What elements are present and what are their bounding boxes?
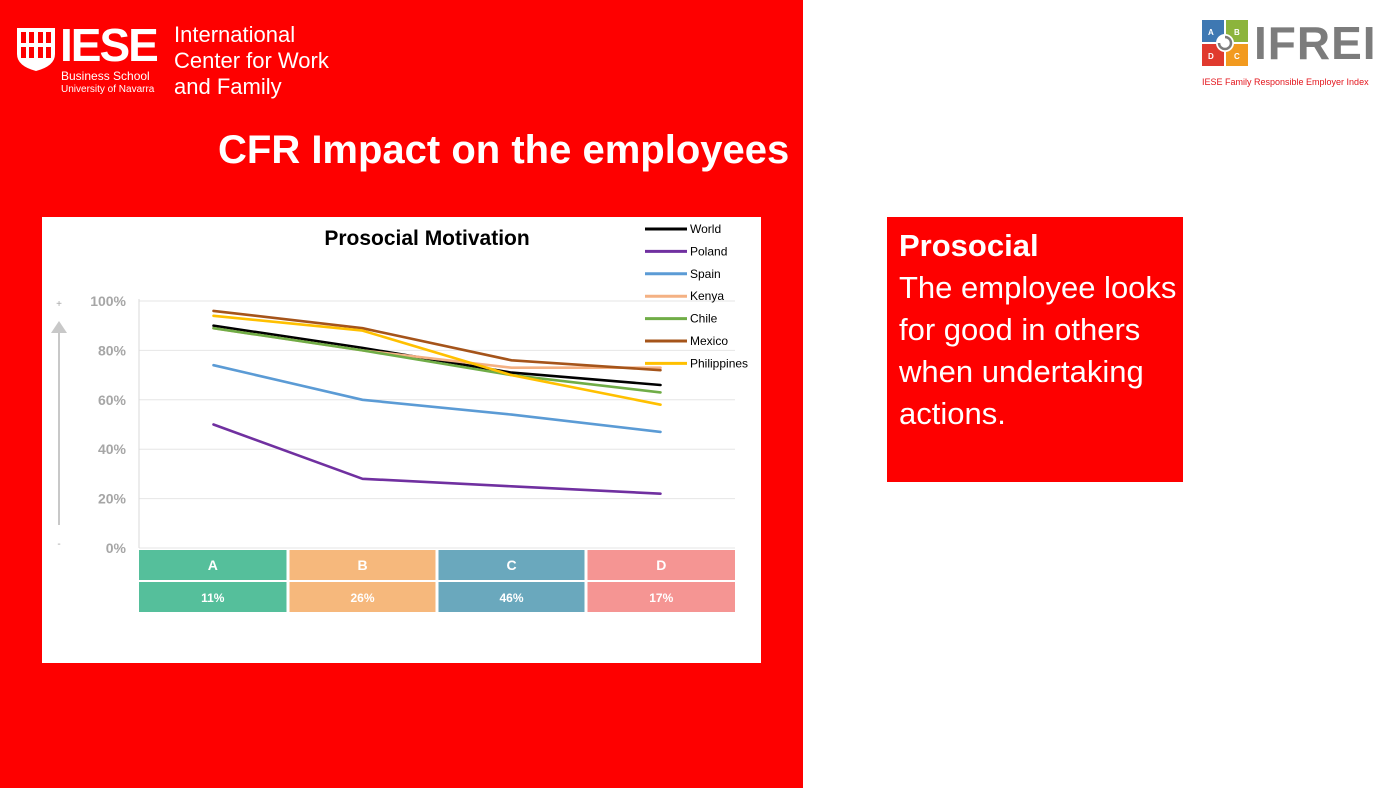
- center-name: International Center for Work and Family: [174, 22, 329, 100]
- legend-label: Spain: [690, 267, 721, 281]
- series-line-spain: [212, 363, 662, 434]
- y-tick-label: 60%: [98, 392, 127, 408]
- ifrei-tile-letter: C: [1234, 52, 1240, 61]
- legend-label: Poland: [690, 244, 727, 258]
- category-share-band: [587, 582, 735, 612]
- y-tick-label: 80%: [98, 342, 127, 358]
- center-name-line1: International: [174, 22, 296, 47]
- chart-card: Prosocial Motivation 0% 20% 40% 60% 80% 100% + -…: [42, 217, 761, 663]
- ifrei-tagline: IESE Family Responsible Employer Index: [1202, 77, 1369, 87]
- category-label: A: [208, 557, 218, 573]
- chart-title: Prosocial Motivation: [324, 227, 529, 250]
- definition-text: The employee looks for good in others wh…: [899, 270, 1177, 431]
- series-line-chile: [212, 326, 662, 394]
- legend-label: Mexico: [690, 334, 728, 348]
- ifrei-wordmark: IFREI: [1254, 17, 1377, 69]
- y-axis-plus-marker: +: [56, 299, 62, 310]
- series-line-philippines: [212, 314, 662, 406]
- prosocial-chart: Prosocial Motivation 0% 20% 40% 60% 80% 100% + -…: [51, 222, 748, 612]
- series-line-world: [212, 324, 662, 387]
- category-share-label: 46%: [499, 591, 523, 605]
- iese-logo[interactable]: IESE Business School University of Navar…: [15, 19, 165, 102]
- slide-title: CFR Impact on the employees: [218, 128, 790, 172]
- category-label: B: [357, 557, 367, 573]
- series-line-poland: [212, 423, 662, 496]
- y-tick-label: 0%: [106, 540, 127, 556]
- definition-title: Prosocial: [899, 228, 1039, 263]
- category-band: [438, 550, 585, 580]
- category-share-band: [289, 582, 436, 612]
- y-axis-minus-marker: -: [57, 539, 60, 550]
- category-label: C: [506, 557, 516, 573]
- category-share-label: 26%: [350, 591, 374, 605]
- ifrei-tiles-icon: A B D C: [1202, 20, 1248, 66]
- legend-label: Chile: [690, 312, 718, 326]
- y-tick-label: 20%: [98, 491, 127, 507]
- category-band: [587, 550, 735, 580]
- up-arrow-icon: [51, 321, 67, 333]
- category-label: D: [656, 557, 666, 573]
- category-share-band: [438, 582, 585, 612]
- legend-label: Kenya: [690, 289, 724, 303]
- legend-label: Philippines: [690, 356, 748, 370]
- ifrei-tile-letter: B: [1234, 28, 1240, 37]
- series-line-mexico: [212, 309, 662, 372]
- category-share-label: 11%: [201, 591, 225, 605]
- iese-wordmark: IESE: [60, 19, 159, 71]
- definition-box: Prosocial The employee looks for good in…: [887, 217, 1183, 482]
- y-tick-label: 100%: [90, 293, 126, 309]
- school-name: Business School: [61, 69, 150, 83]
- ifrei-tile-letter: D: [1208, 52, 1214, 61]
- category-share-band: [139, 582, 287, 612]
- university-name: University of Navarra: [61, 84, 155, 95]
- ifrei-tile-letter: A: [1208, 28, 1214, 37]
- category-band: [139, 550, 287, 580]
- center-name-line2: Center for Work: [174, 48, 329, 73]
- iese-shield-icon: [17, 28, 55, 71]
- center-name-line3: and Family: [174, 74, 282, 99]
- legend-label: World: [690, 222, 721, 236]
- y-tick-label: 40%: [98, 441, 127, 457]
- ifrei-logo[interactable]: A B D C IFREI IESE Family Responsible Em…: [1200, 17, 1377, 93]
- category-band: [289, 550, 436, 580]
- category-share-label: 17%: [649, 591, 673, 605]
